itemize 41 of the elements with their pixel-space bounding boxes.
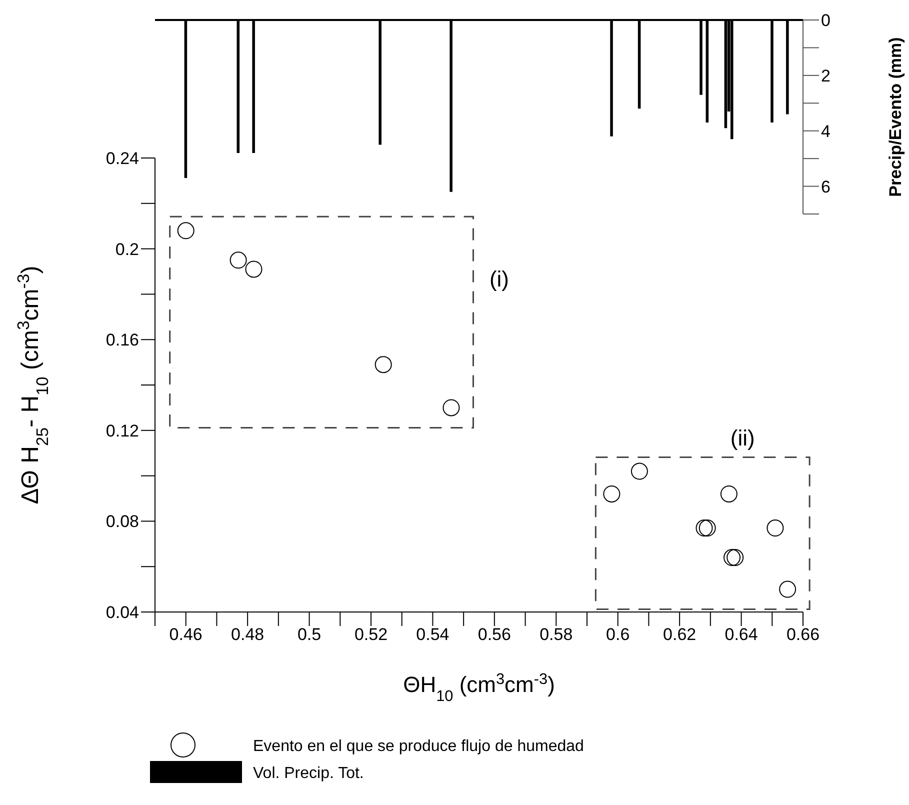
text: Evento en el que se produce flujo de humedad — [253, 738, 584, 755]
x-axis-title: ΘH$_{10}$ (cm$^{3}$cm$^{-3}$) — [403, 670, 555, 704]
text: Vol. Precip. Tot. — [253, 765, 364, 782]
x-tick-label: 0.62 — [663, 625, 696, 644]
x-tick-label: 0.46 — [169, 625, 202, 644]
point — [245, 260, 262, 278]
y-tick-label: 0.2 — [115, 240, 139, 259]
point — [374, 356, 392, 374]
point — [603, 485, 620, 502]
x-tick-label: 0.56 — [478, 625, 511, 644]
x-tick-label: 0.48 — [231, 625, 264, 644]
x-tick-label: 0.54 — [416, 625, 450, 644]
point — [442, 399, 460, 416]
x-tick-label: 0.58 — [540, 625, 573, 644]
point — [696, 520, 713, 537]
x-tick-label: 0.6 — [606, 625, 630, 644]
point — [779, 580, 796, 598]
y-tick-label: 4 — [821, 122, 830, 141]
y-tick-label: 6 — [821, 177, 830, 196]
point — [230, 252, 247, 269]
point — [724, 549, 741, 566]
annotation: (i) — [489, 266, 509, 292]
y-tick-label: 0.08 — [106, 512, 139, 532]
y-tick-label: 0 — [821, 11, 830, 30]
x-tick-label: 0.64 — [724, 625, 758, 644]
y-tick-label: 0.24 — [106, 149, 139, 168]
point — [726, 549, 744, 566]
x-tick-label: 0.5 — [297, 625, 322, 644]
point — [177, 222, 194, 240]
y-tick-label: 0.16 — [106, 330, 139, 350]
point — [766, 520, 784, 537]
point — [720, 485, 738, 502]
y-tick-label: 0.04 — [106, 603, 139, 622]
y-tick-label: 0.12 — [106, 421, 139, 440]
point — [698, 520, 716, 537]
point — [630, 462, 648, 480]
x-tick-label: 0.52 — [354, 625, 388, 644]
x-tick-label: 0.66 — [786, 625, 820, 644]
y-axis-title: Precip/Evento (mm) — [886, 37, 905, 197]
annotation: (ii) — [730, 425, 755, 450]
y-tick-label: 2 — [821, 66, 830, 86]
